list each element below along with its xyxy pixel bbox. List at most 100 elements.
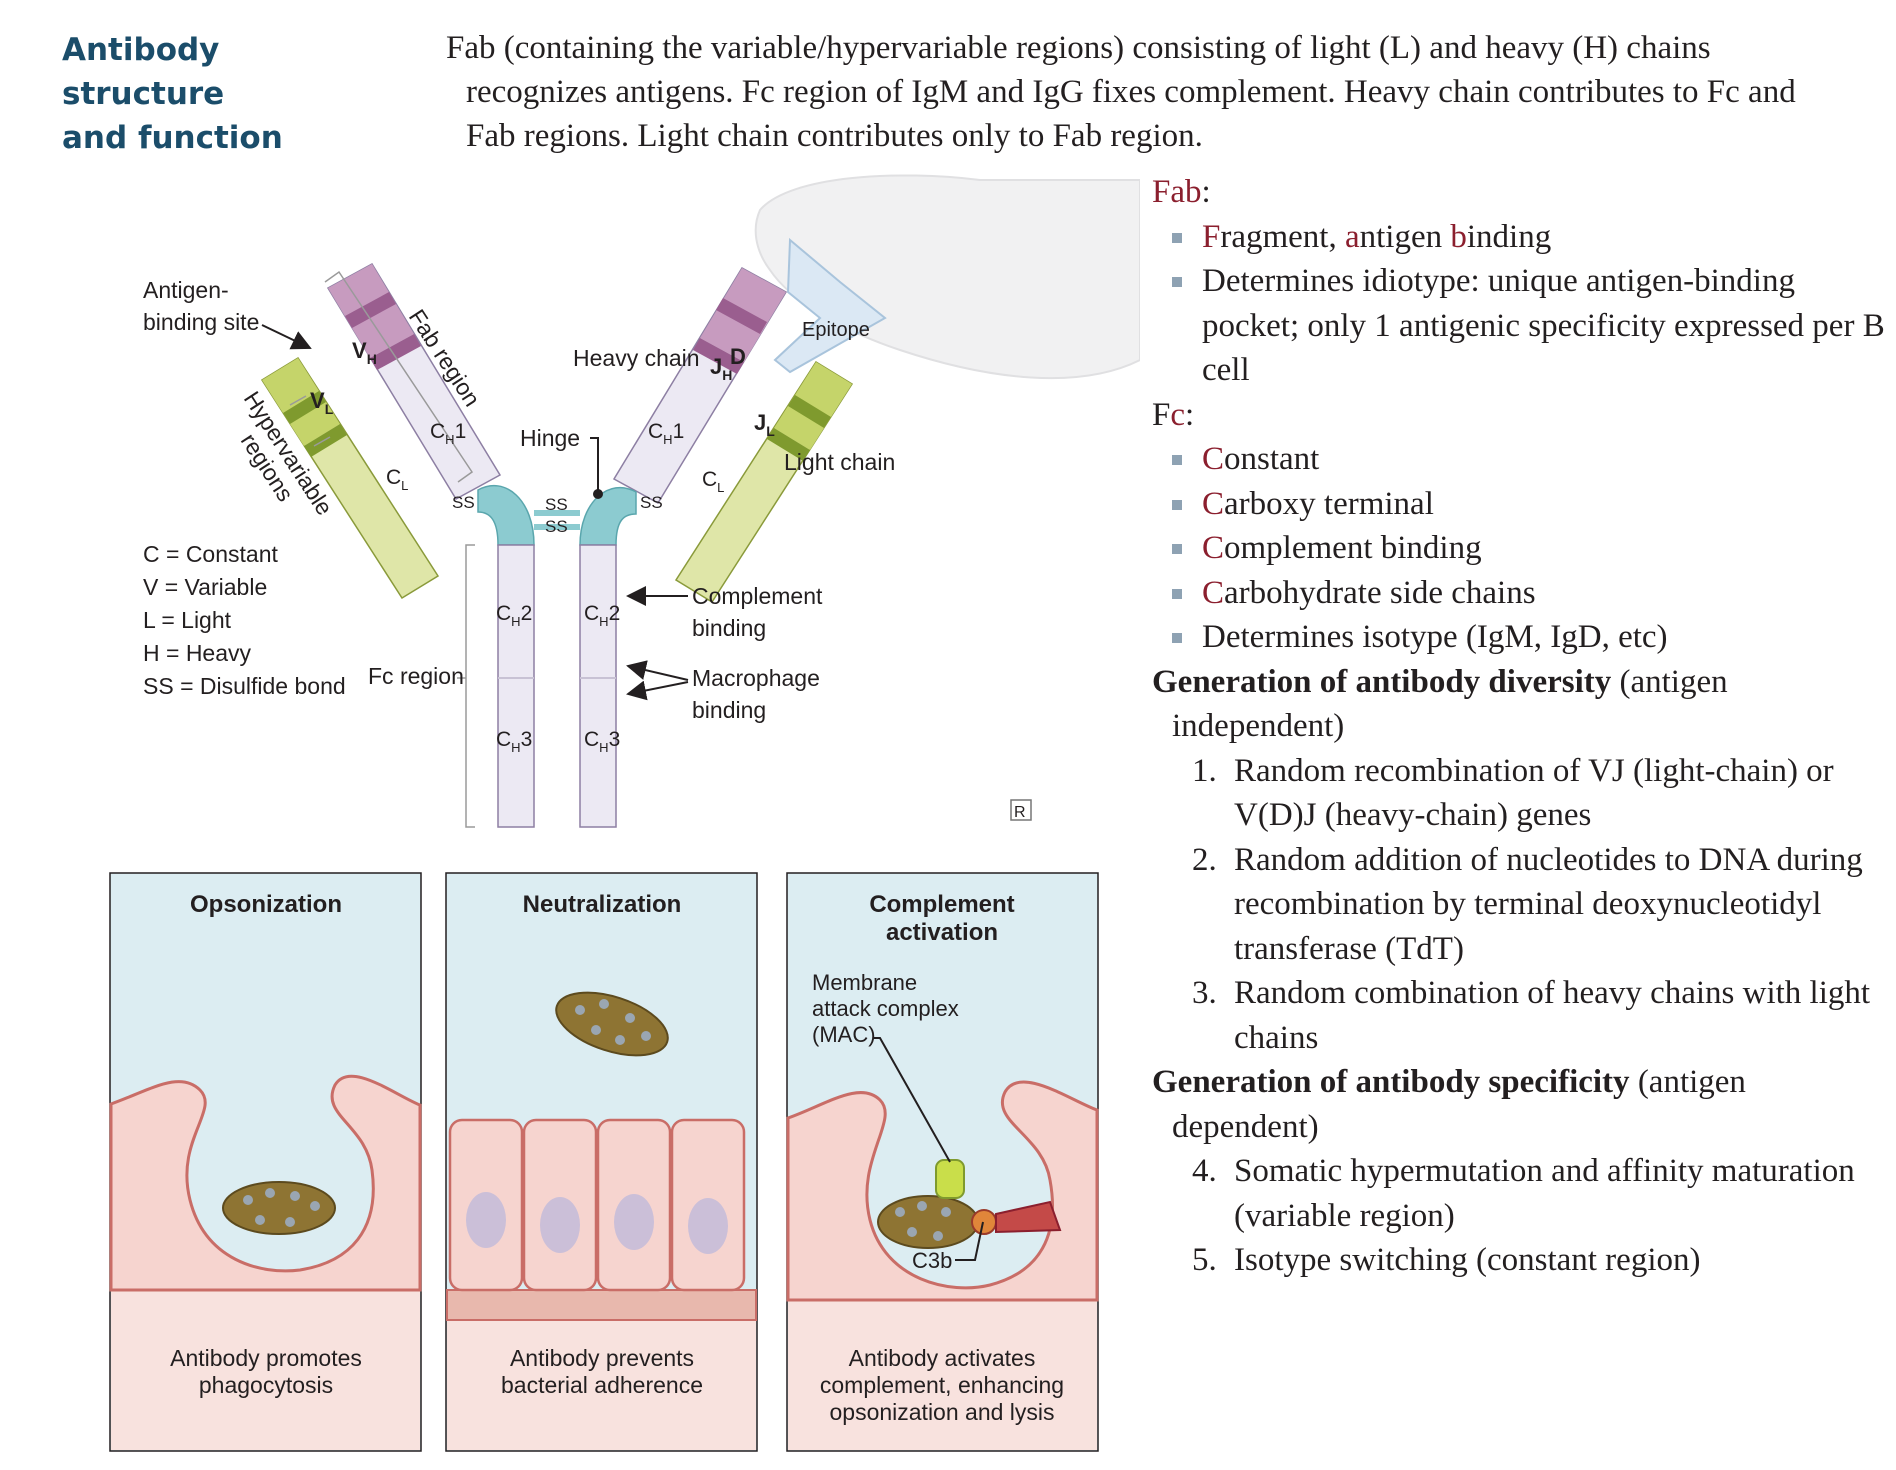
hinge-pointer — [590, 437, 599, 492]
hypervariable-bracket — [289, 395, 331, 447]
mac-shape — [935, 1159, 965, 1199]
rx-logo — [1010, 799, 1032, 821]
diversity-heading-cont: independent) — [1172, 708, 1345, 744]
specificity-item-5: 5. Isotype switching (constant region) — [1192, 1242, 1701, 1278]
ss-right-label: SS — [640, 493, 663, 512]
fc-heading: Fc: — [1152, 396, 1195, 433]
complement-caption-1: Antibody activates — [849, 1345, 1036, 1371]
diversity-list: 1. Random recombination of VJ (light-chai… — [1152, 749, 1892, 1061]
ss-left-label: SS — [452, 493, 475, 512]
legend-item-4: H = Heavy — [143, 640, 252, 666]
cl-left-label: CL — [386, 466, 408, 493]
complement-caption-3: opsonization and lysis — [829, 1399, 1054, 1425]
fc-bullet-1: Constant — [1152, 437, 1892, 482]
c3b-label: C3b — [912, 1248, 952, 1273]
right-fc-stem — [579, 544, 617, 828]
diversity-item-1: 1. Random recombination of VJ (light-chai… — [1192, 752, 1834, 834]
specificity-heading: Generation of antibody specificity (anti… — [1152, 1064, 1746, 1100]
macrophage-binding-arrow-2 — [626, 680, 689, 701]
legend-item-2: V = Variable — [143, 574, 267, 600]
macrophage-binding-arrow-1 — [626, 660, 689, 681]
ss-mid-label-1: SS — [545, 495, 568, 514]
ss-mid-label-2: SS — [545, 517, 568, 536]
light-chain-label: Light chain — [784, 449, 895, 475]
neutralization-caption-2: bacterial adherence — [501, 1372, 703, 1398]
hinge-label: Hinge — [520, 425, 580, 451]
hinge-dot — [593, 489, 603, 499]
opsonization-caption-1: Antibody promotes — [170, 1345, 362, 1371]
heavy-chain-label: Heavy chain — [573, 345, 700, 371]
mac-label-2: attack complex — [812, 996, 959, 1021]
right-light-arm — [674, 360, 854, 604]
opsonization-title: Opsonization — [190, 891, 342, 918]
macrophage-binding-label-2: binding — [692, 697, 766, 723]
fc-bullet-5: Determines isotype (IgM, IgD, etc) — [1152, 615, 1892, 660]
complement-binding-label-2: binding — [692, 615, 766, 641]
left-light-arm — [260, 356, 440, 600]
antigen-binding-site-arrow — [261, 324, 312, 350]
diversity-heading: Generation of antibody diversity (antige… — [1152, 663, 1728, 700]
left-fc-stem — [497, 544, 535, 828]
fc-list: Constant Carboxy terminal Complement bin… — [1152, 437, 1892, 660]
section-title-line2: and function — [62, 120, 283, 156]
right-heavy-arm — [612, 266, 788, 505]
diagram-legend: C = Constant V = Variable L = Light H = … — [143, 541, 346, 699]
complement-title-1: Complement — [869, 891, 1014, 918]
fab-heading: Fab: — [1152, 174, 1211, 210]
fab-region-bracket — [324, 270, 474, 483]
specificity-heading-cont: dependent) — [1172, 1108, 1319, 1145]
panel-neutralization: Neutralization Antibody prevents bacteri… — [445, 872, 758, 1452]
fc-bullet-3: Complement binding — [1152, 526, 1892, 571]
panel-complement-activation: Complement activation Membrane attack co… — [786, 872, 1099, 1452]
fc-bullet-4: Carbohydrate side chains — [1152, 571, 1892, 616]
fab-list: Fragment, antigen binding Determines idi… — [1152, 215, 1892, 393]
opsonization-caption-2: phagocytosis — [199, 1372, 333, 1398]
diversity-item-3: 3. Random combination of heavy chains wit… — [1192, 975, 1871, 1056]
epitope-shape — [773, 237, 887, 374]
c3b-shape — [971, 1209, 997, 1235]
specificity-item-4: 4. Somatic hypermutation and affinity mat… — [1192, 1153, 1855, 1234]
complement-binding-label-1: Complement — [692, 583, 823, 609]
complement-title-2: activation — [886, 919, 998, 946]
section-title-line1: Antibody structure — [62, 32, 225, 112]
hinge-left — [477, 484, 535, 546]
mac-label-3: (MAC) — [812, 1022, 876, 1047]
epitope-label: Epitope — [802, 319, 870, 341]
ch1-right-label: CH1 — [648, 420, 684, 447]
antibody-diagram: Epitope VH VL CH1 CL SS — [109, 174, 1140, 1452]
fab-bullet-1: Fragment, antigen binding — [1152, 215, 1892, 260]
vh-label: VH — [352, 338, 377, 367]
rx-logo-text: R — [1014, 804, 1026, 821]
neutralization-title: Neutralization — [523, 891, 682, 918]
d-label: D — [730, 344, 746, 369]
disulfide-bond-2 — [534, 524, 580, 530]
legend-item-5: SS = Disulfide bond — [143, 673, 346, 699]
ch3-left-label: CH3 — [496, 728, 532, 755]
disulfide-bond-1 — [534, 510, 580, 516]
diversity-item-2: 2. Random addition of nucleotides to DNA … — [1192, 841, 1863, 967]
antigen-binding-site-label-1: Antigen- — [143, 277, 229, 303]
hinge-right — [579, 486, 637, 546]
macrophage-binding-label-1: Macrophage — [692, 665, 820, 691]
ch1-left-label: CH1 — [430, 420, 466, 447]
panel-opsonization: Opsonization Antibody promotes phagocyto… — [109, 872, 422, 1452]
right-column: Fab: Fragment, antigen binding Determine… — [1152, 170, 1892, 1283]
ch3-right-label: CH3 — [584, 728, 620, 755]
section-title: Antibody structure and function — [62, 28, 382, 160]
legend-item-3: L = Light — [143, 607, 232, 633]
fc-region-label: Fc region — [368, 663, 464, 689]
jl-label: JL — [754, 410, 775, 439]
complement-caption-2: complement, enhancing — [820, 1372, 1064, 1398]
mac-pointer — [873, 1037, 951, 1163]
fc-region-bracket — [465, 544, 475, 828]
legend-item-1: C = Constant — [143, 541, 278, 567]
neutralization-caption-1: Antibody prevents — [510, 1345, 694, 1371]
c3b-pointer — [955, 1221, 984, 1261]
fab-bullet-2: Determines idiotype: unique antigen-bind… — [1152, 259, 1892, 393]
cl-right-label: CL — [702, 468, 724, 495]
ch2-right-label: CH2 — [584, 602, 620, 629]
intro-paragraph: Fab (containing the variable/hypervariab… — [446, 30, 1796, 154]
specificity-list: 4. Somatic hypermutation and affinity mat… — [1152, 1149, 1892, 1283]
ch2-left-label: CH2 — [496, 602, 532, 629]
mac-label-1: Membrane — [812, 970, 917, 995]
